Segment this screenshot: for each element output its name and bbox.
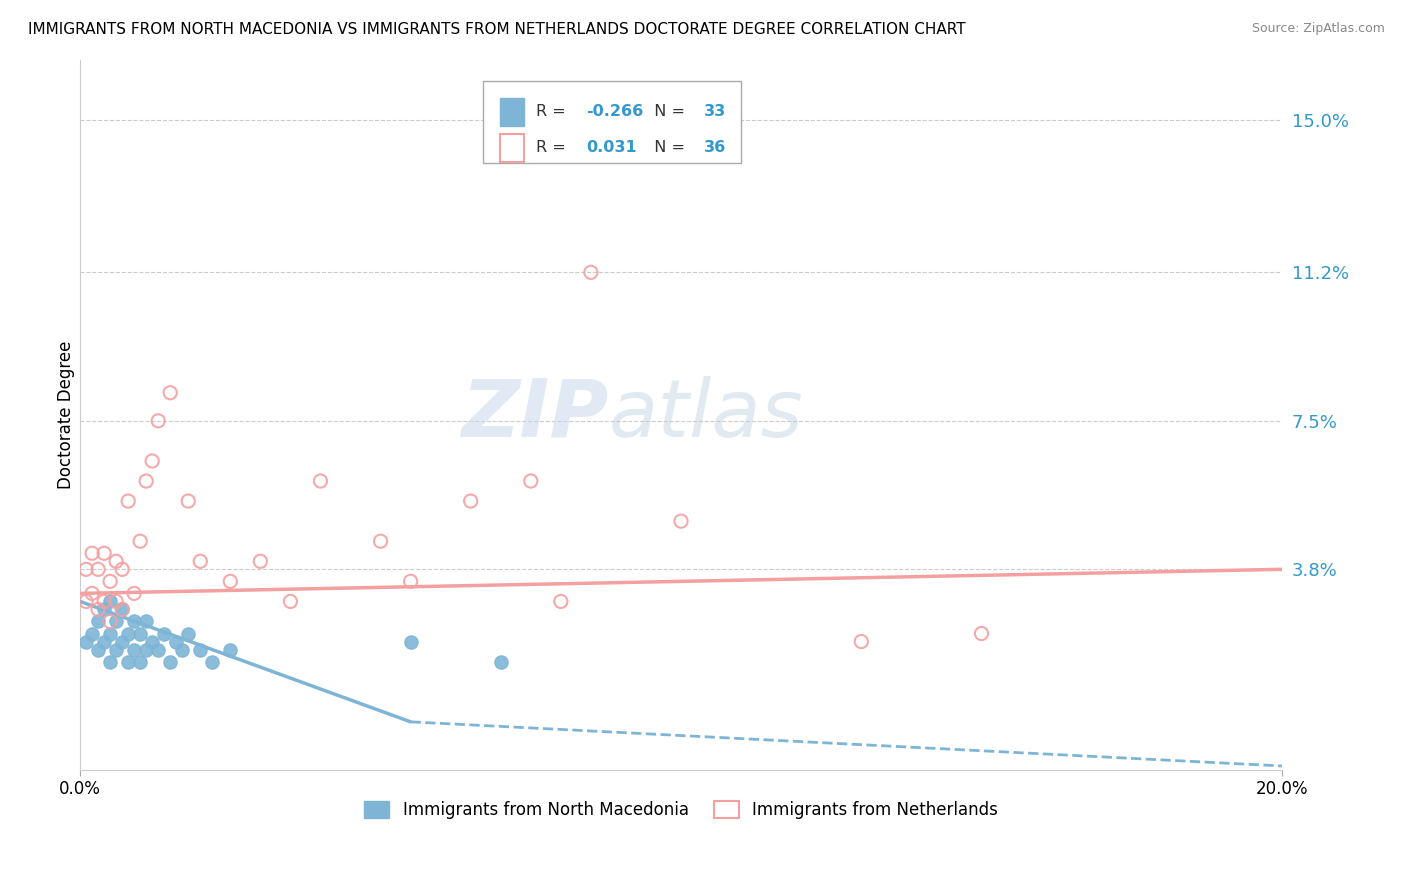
Text: Source: ZipAtlas.com: Source: ZipAtlas.com [1251,22,1385,36]
Point [117,626,139,640]
Text: 0.031: 0.031 [586,140,637,155]
Point [87,615,110,629]
Point [851,634,873,648]
Bar [499,134,523,162]
Text: 33: 33 [704,104,725,120]
Point [111,602,134,616]
Point [105,642,128,657]
Text: R =: R = [536,104,571,120]
Text: -0.266: -0.266 [586,104,644,120]
Point [399,634,422,648]
Text: N =: N = [644,140,690,155]
Point [93,634,115,648]
Point [141,634,163,648]
Legend: Immigrants from North Macedonia, Immigrants from Netherlands: Immigrants from North Macedonia, Immigra… [357,794,1004,826]
Bar [482,81,741,162]
Point [280,594,302,608]
Point [122,642,145,657]
Point [159,655,181,669]
Point [75,562,97,576]
Point [129,534,152,549]
Point [219,574,242,589]
Point [122,586,145,600]
Point [249,554,271,568]
Point [105,554,128,568]
Point [153,626,176,640]
Point [165,634,187,648]
Point [370,534,392,549]
Point [80,586,103,600]
Point [105,615,128,629]
Point [98,615,121,629]
Point [87,562,110,576]
Point [579,265,602,279]
Point [80,546,103,560]
Point [148,414,170,428]
Point [98,574,121,589]
Point [159,385,181,400]
Point [111,562,134,576]
Point [399,574,422,589]
Point [129,626,152,640]
Point [188,642,211,657]
Point [122,615,145,629]
Text: IMMIGRANTS FROM NORTH MACEDONIA VS IMMIGRANTS FROM NETHERLANDS DOCTORATE DEGREE : IMMIGRANTS FROM NORTH MACEDONIA VS IMMIG… [28,22,966,37]
Point [669,514,692,528]
Point [93,546,115,560]
Point [201,655,224,669]
Point [111,602,134,616]
Point [87,642,110,657]
Point [135,615,157,629]
Point [177,494,200,508]
Point [80,626,103,640]
Y-axis label: Doctorate Degree: Doctorate Degree [58,341,75,489]
Point [460,494,482,508]
Point [550,594,572,608]
Point [188,554,211,568]
Point [98,594,121,608]
Point [117,494,139,508]
Point [98,655,121,669]
Point [309,474,332,488]
Point [970,626,993,640]
Point [93,594,115,608]
Point [98,626,121,640]
Point [520,474,543,488]
Point [489,655,512,669]
Point [75,594,97,608]
Text: 36: 36 [704,140,725,155]
Bar [499,98,523,126]
Text: N =: N = [644,104,690,120]
Point [111,634,134,648]
Point [105,594,128,608]
Point [135,474,157,488]
Point [219,642,242,657]
Point [172,642,194,657]
Point [75,634,97,648]
Point [129,655,152,669]
Text: atlas: atlas [609,376,804,454]
Point [93,602,115,616]
Point [177,626,200,640]
Point [117,655,139,669]
Point [135,642,157,657]
Point [148,642,170,657]
Point [87,602,110,616]
Point [141,454,163,468]
Text: ZIP: ZIP [461,376,609,454]
Text: R =: R = [536,140,571,155]
